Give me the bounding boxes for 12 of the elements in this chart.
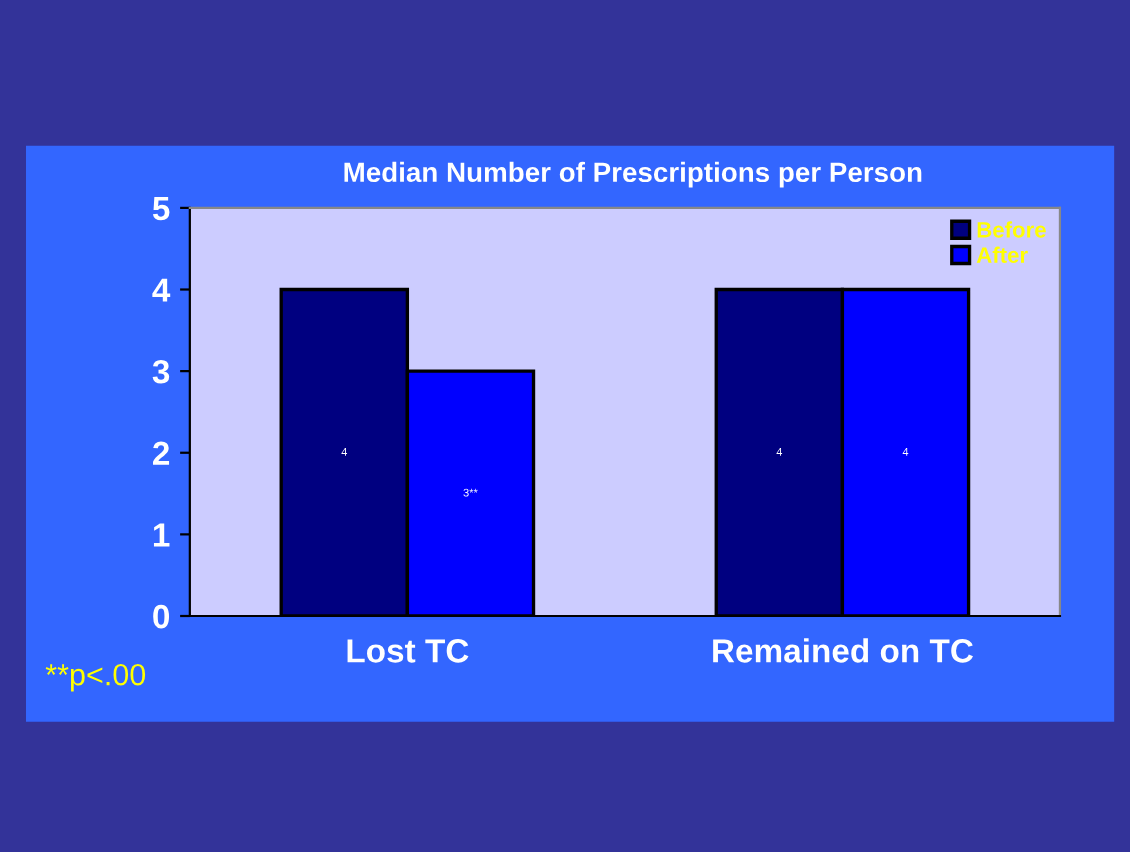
- chart-title: Median Number of Prescriptions per Person: [344, 161, 922, 188]
- x-tick-label: Remained on TC: [713, 638, 974, 663]
- y-tick-label: 1: [153, 523, 170, 547]
- y-tick-label: 2: [153, 441, 170, 465]
- y-tick-label: 3: [152, 359, 170, 384]
- text: **p<.00: [45, 663, 146, 692]
- y-tick-label: 0: [153, 604, 170, 629]
- legend-label: Before: [977, 221, 1046, 238]
- y-tick-label: 4: [152, 278, 171, 302]
- legend-label: After: [976, 246, 1028, 263]
- y-tick-label: 5: [152, 197, 170, 221]
- x-tick-label: Lost TC: [347, 639, 469, 663]
